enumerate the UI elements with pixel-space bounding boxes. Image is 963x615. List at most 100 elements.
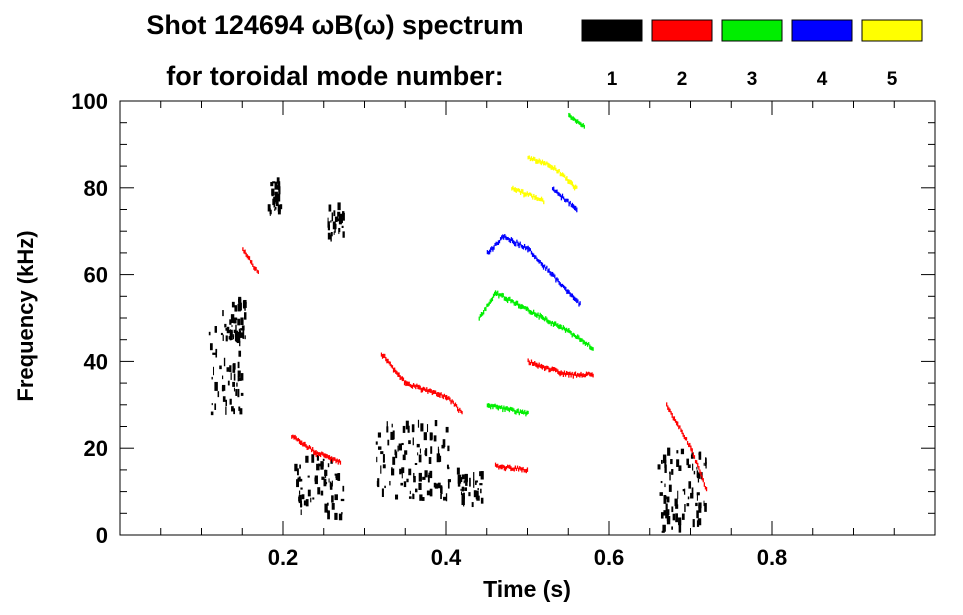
spectrum-mark [313,449,315,455]
spectrum-mark [431,390,433,396]
spectrum-mark [447,396,449,400]
legend: 1 2 3 4 5 [581,19,923,90]
spectrum-mark [427,474,430,483]
spectrum-mark [244,307,246,311]
spectrum-mark [521,467,523,473]
spectrum-mark [247,255,250,260]
spectrum-mark [538,314,540,320]
y-tick-label: 80 [84,176,108,201]
spectrum-mark [516,239,518,243]
spectrum-mark [275,201,279,207]
spectrum-mark [518,467,520,472]
spectrum-mark [214,326,217,333]
spectrum-mark [328,204,332,212]
spectrum-mark [557,169,559,174]
spectrum-mark [463,501,465,507]
spectrum-mark [300,487,303,490]
spectrum-mark [559,371,561,377]
spectrum-mark [522,466,524,471]
spectrum-mark [506,406,508,411]
spectrum-mark [510,237,513,242]
spectrum-mark [242,247,244,252]
spectrum-mark [529,192,532,196]
spectrum-mark [417,419,420,428]
spectrum-mark [294,434,296,440]
spectrum-mark [579,337,581,342]
spectrum-data [208,112,708,533]
y-tick-label: 60 [84,263,108,288]
spectrum-mark [668,407,670,412]
spectrum-mark [674,419,677,423]
spectrum-mark [322,458,325,461]
spectrum-mark [443,496,447,501]
spectrum-mark [704,502,707,512]
spectrum-mark [566,198,568,202]
spectrum-mark [672,416,674,421]
spectrum-mark [507,298,509,304]
spectrum-mark [551,320,553,324]
spectrum-mark [571,202,574,208]
spectrum-mark [502,464,504,469]
spectrum-mark [392,456,396,465]
spectrum-mark [572,373,574,379]
spectrum-mark [491,296,494,302]
spectrum-mark [688,481,692,489]
spectrum-mark [433,435,437,442]
spectrum-mark [660,512,664,519]
spectrum-mark [276,177,280,184]
spectrum-mark [279,204,283,210]
spectrum-mark [244,335,246,340]
spectrum-mark [562,325,564,330]
spectrum-mark [297,477,300,481]
spectrum-mark [518,188,521,193]
spectrum-mark [676,459,680,467]
spectrum-mark [686,458,690,466]
spectrum-mark [592,347,594,351]
spectrum-mark [699,469,701,474]
spectrum-mark [320,461,324,470]
y-tick-label: 100 [71,89,108,114]
spectrum-mark [447,480,450,489]
spectrum-mark [331,456,333,460]
spectrum-mark [437,449,440,455]
spectrum-mark [545,162,547,166]
spectrum-mark [582,123,584,128]
spectrum-mark [569,200,571,205]
spectrum-mark [246,254,248,259]
spectrum-mark [307,446,309,450]
spectrum-mark [481,312,484,316]
spectrum-mark [558,371,560,375]
spectrum-mark [508,465,510,469]
spectrum-mark [436,453,441,463]
spectrum-mark [405,381,407,387]
spectrum-mark [338,231,340,235]
spectrum-mark [337,473,341,481]
spectrum-mark [670,411,672,415]
spectrum-mark [561,172,564,177]
spectrum-mark [395,451,398,459]
spectrum-mark [570,203,572,208]
spectrum-mark [510,466,512,472]
spectrum-mark [530,156,533,161]
spectrum-mark [401,376,403,382]
spectrum-mark [238,298,242,302]
spectrum-mark [523,306,525,310]
spectrum-mark [460,409,462,413]
spectrum-mark [211,403,213,406]
spectrum-mark [321,451,323,455]
spectrum-mark [530,310,533,315]
spectrum-mark [298,496,301,502]
spectrum-mark [698,455,700,460]
spectrum-mark [548,268,550,273]
spectrum-mark [701,475,703,481]
spectrum-mark [317,452,320,456]
spectrum-mark [686,503,690,507]
spectrum-mark [567,198,569,203]
spectrum-mark [381,354,384,359]
spectrum-mark [498,405,501,409]
spectrum-mark [242,330,245,339]
spectrum-mark [524,192,526,197]
spectrum-mark [564,174,566,178]
spectrum-mark [327,463,330,468]
spectrum-mark [535,362,537,367]
